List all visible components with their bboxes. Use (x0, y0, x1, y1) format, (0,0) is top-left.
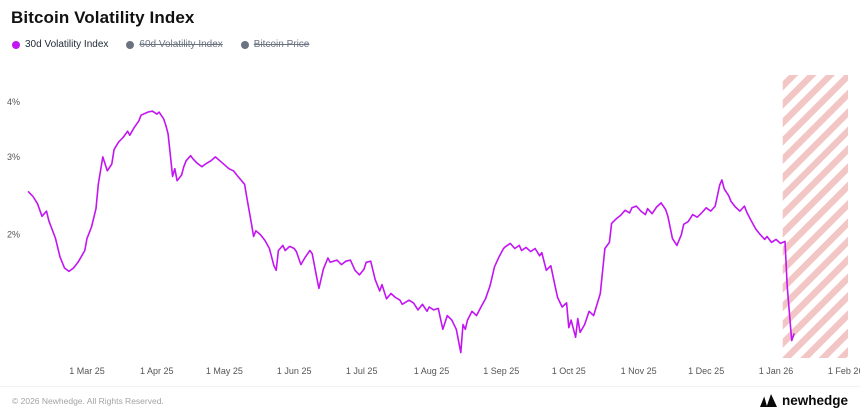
newhedge-wordmark: newhedge (781, 393, 848, 408)
x-tick-label: 1 Dec 25 (688, 366, 724, 376)
legend-item-30d-volatility[interactable]: 30d Volatility Index (12, 39, 108, 50)
legend: 30d Volatility Index 60d Volatility Inde… (12, 39, 309, 50)
x-tick-label: 1 Apr 25 (140, 366, 174, 376)
y-tick-label: 4% (7, 97, 20, 107)
legend-item-bitcoin-price[interactable]: Bitcoin Price (240, 39, 310, 50)
legend-dot-icon (12, 40, 20, 49)
x-tick-label: 1 Sep 25 (483, 366, 519, 376)
x-tick-label: 1 Jul 25 (346, 366, 378, 376)
y-tick-label: 3% (7, 152, 20, 162)
volatility-chart[interactable]: 2%3%4% 1 Mar 25 1 Apr 25 1 May 25 1 Jun 25 1… (0, 0, 860, 386)
y-tick-label: 2% (7, 230, 20, 240)
legend-dot-icon (126, 40, 135, 49)
legend-dot-icon (240, 40, 249, 49)
x-axis-labels: 1 Mar 25 1 Apr 25 1 May 25 1 Jun 25 1 Jul 25… (69, 366, 860, 376)
x-tick-label: 1 Mar 25 (69, 366, 105, 376)
x-tick-label: 1 Oct 25 (552, 366, 586, 376)
newhedge-logo[interactable]: newhedge (759, 393, 848, 408)
legend-item-label: Bitcoin Price (253, 39, 310, 50)
copyright-text: © 2026 Newhedge. All Rights Reserved. (12, 395, 164, 406)
x-tick-label: 1 Jun 25 (277, 366, 312, 376)
x-tick-label: 1 Aug 25 (414, 366, 450, 376)
x-tick-label: 1 Jan 26 (759, 366, 794, 376)
x-tick-label: 1 Nov 25 (621, 366, 657, 376)
x-tick-label: 1 May 25 (206, 366, 243, 376)
footer: © 2026 Newhedge. All Rights Reserved. ne… (0, 386, 860, 414)
x-tick-label: 1 Feb 26 (828, 366, 860, 376)
volatility-line-30d (27, 110, 795, 354)
page-title: Bitcoin Volatility Index (11, 8, 195, 27)
legend-item-label: 30d Volatility Index (25, 39, 109, 50)
y-axis-labels: 2% 3% 4% (7, 97, 20, 240)
newhedge-logo-icon (759, 394, 777, 407)
legend-item-60d-volatility[interactable]: 60d Volatility Index (126, 39, 223, 50)
legend-item-label: 60d Volatility Index (139, 39, 223, 50)
future-hatch-region (782, 75, 848, 358)
